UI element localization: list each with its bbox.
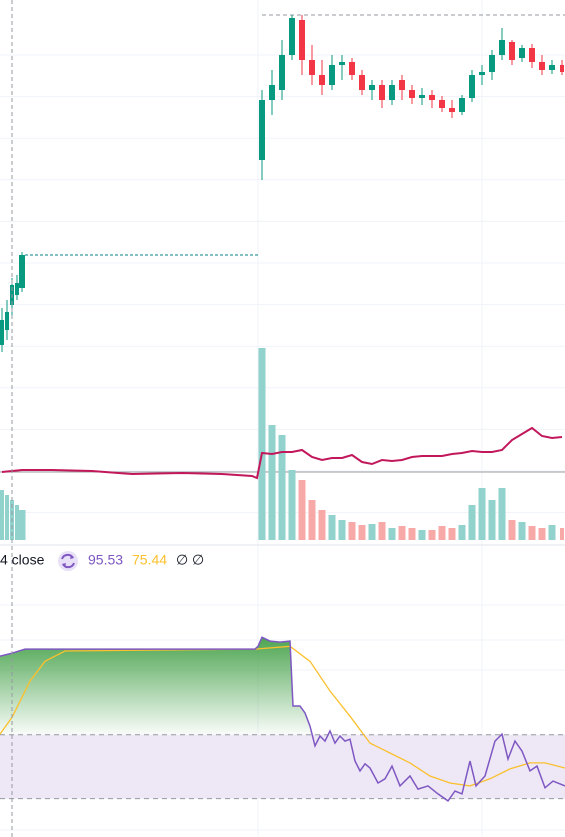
candle-body [0, 320, 4, 345]
candle-body [449, 108, 455, 112]
overbought-fill [0, 637, 565, 735]
candle-body [339, 62, 345, 65]
legend-label: 4 close [0, 552, 45, 568]
candle-body [469, 75, 475, 98]
volume-bar [528, 526, 536, 540]
candle-body [509, 42, 515, 60]
candle-body [259, 100, 265, 160]
volume-bar [488, 500, 496, 540]
volume-bar [398, 526, 406, 540]
volume-bar [378, 522, 386, 540]
candle-body [279, 55, 285, 90]
volume-bar [548, 525, 556, 540]
candle-body [359, 75, 365, 90]
legend-icon-heads [62, 555, 74, 567]
volume-bar [278, 435, 286, 540]
candle-body [289, 18, 295, 55]
candle-body [5, 312, 9, 330]
candle-body [539, 62, 545, 70]
candle-body [389, 85, 395, 100]
volume-bar [518, 522, 526, 540]
candle-body [409, 90, 415, 98]
volume-bar [368, 524, 376, 540]
volume-bar [348, 522, 356, 540]
volume-bar [448, 528, 456, 540]
volume-bar [508, 520, 516, 540]
volume-bar [308, 500, 316, 540]
volume-ma-line [1, 426, 563, 480]
candle-body [489, 55, 495, 72]
legend-value: 75.44 [132, 552, 167, 568]
candle-body [519, 48, 525, 58]
volume-bar [5, 495, 9, 540]
candle-body [560, 65, 564, 72]
volume-bar [478, 488, 486, 540]
candle-body [459, 98, 465, 112]
candle-body [379, 85, 385, 100]
candle-body [19, 255, 25, 288]
candle-body [349, 62, 355, 75]
candle-body [309, 60, 315, 75]
volume-bar [468, 505, 476, 540]
candle-body [399, 80, 405, 90]
volume-bar [15, 505, 19, 540]
volume-bar [0, 490, 4, 540]
volume-bar [318, 510, 326, 540]
volume-bar [438, 526, 446, 540]
volume-bar [458, 525, 466, 540]
candle-body [439, 100, 445, 108]
legend-extra: ∅ [192, 552, 204, 568]
volume-bar [560, 528, 564, 540]
volume-bar [428, 530, 436, 540]
legend: 4 close 95.53 75.44 ∅ ∅ [0, 551, 204, 571]
volume-bar [18, 510, 26, 540]
legend-extra: ∅ [176, 552, 188, 568]
volume-bar [338, 520, 346, 540]
volume-bar [288, 470, 296, 540]
volume-bar [328, 515, 336, 540]
candle-body [549, 65, 555, 70]
candle-body [529, 48, 535, 62]
volume-bar [408, 528, 416, 540]
rsi-ma-line [0, 645, 565, 787]
volume-bar [258, 348, 266, 540]
volume-bar [418, 530, 426, 540]
rsi-line [0, 636, 565, 802]
candle-body [15, 283, 19, 295]
candle-body [419, 95, 425, 98]
candle-body [429, 95, 435, 100]
candle-body [479, 72, 485, 75]
candle-body [269, 85, 275, 100]
candle-body [299, 20, 305, 60]
candle-body [369, 85, 375, 90]
volume-bar [498, 488, 506, 540]
band-background [0, 734, 565, 799]
volume-bar [298, 480, 306, 540]
candle-body [319, 75, 325, 85]
legend-value: 95.53 [88, 552, 123, 568]
candle-body [499, 40, 505, 55]
candle-body [329, 65, 335, 85]
volume-bar [538, 528, 546, 540]
volume-bar [358, 525, 366, 540]
volume-bar [268, 425, 276, 540]
volume-bar [388, 528, 396, 540]
